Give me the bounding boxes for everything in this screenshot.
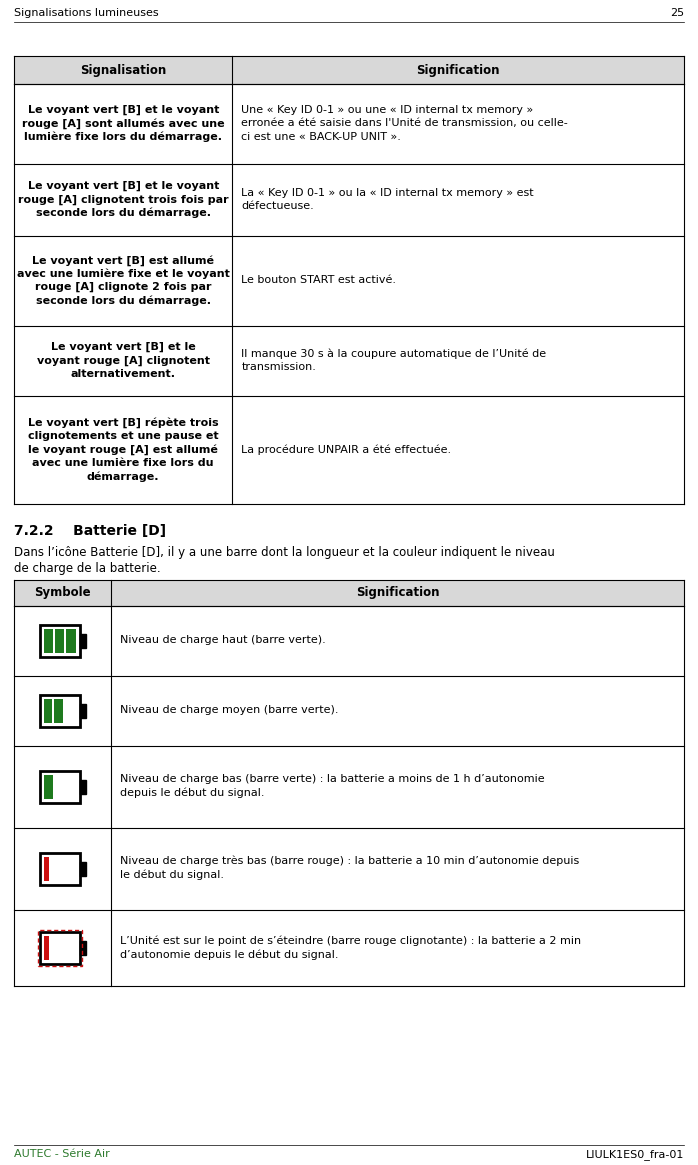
Text: défectueuse.: défectueuse.: [242, 202, 314, 211]
Bar: [80, 781, 86, 795]
Bar: [43, 775, 52, 799]
Text: Niveau de charge haut (barre verte).: Niveau de charge haut (barre verte).: [120, 635, 326, 645]
Text: démarrage.: démarrage.: [87, 472, 159, 482]
Text: seconde lors du démarrage.: seconde lors du démarrage.: [36, 296, 211, 306]
Bar: [40, 696, 80, 727]
Text: Niveau de charge bas (barre verte) : la batterie a moins de 1 h d’autonomie: Niveau de charge bas (barre verte) : la …: [120, 774, 544, 784]
Text: rouge [A] clignote 2 fois par: rouge [A] clignote 2 fois par: [35, 282, 211, 292]
Text: Le voyant vert [B] répète trois: Le voyant vert [B] répète trois: [28, 417, 218, 428]
Bar: [80, 941, 86, 955]
Bar: [40, 932, 80, 963]
Bar: [80, 704, 86, 718]
Text: Le voyant vert [B] et le voyant: Le voyant vert [B] et le voyant: [27, 181, 219, 191]
Bar: [55, 629, 64, 654]
Text: transmission.: transmission.: [242, 362, 316, 372]
Text: Le voyant vert [B] et le voyant: Le voyant vert [B] et le voyant: [27, 105, 219, 115]
Text: Dans l’icône Batterie [D], il y a une barre dont la longueur et la couleur indiq: Dans l’icône Batterie [D], il y a une ba…: [14, 546, 555, 559]
Bar: [40, 853, 80, 885]
Bar: [43, 857, 50, 881]
Text: Signalisations lumineuses: Signalisations lumineuses: [14, 8, 158, 17]
Text: La procédure UNPAIR a été effectuée.: La procédure UNPAIR a été effectuée.: [242, 444, 452, 454]
Text: L’Unité est sur le point de s’éteindre (barre rouge clignotante) : la batterie a: L’Unité est sur le point de s’éteindre (…: [120, 935, 581, 946]
Text: avec une lumière fixe lors du: avec une lumière fixe lors du: [33, 458, 214, 468]
Text: clignotements et une pause et: clignotements et une pause et: [28, 431, 218, 440]
Text: Il manque 30 s à la coupure automatique de l’Unité de: Il manque 30 s à la coupure automatique …: [242, 348, 547, 359]
Text: Niveau de charge très bas (barre rouge) : la batterie a 10 min d’autonomie depui: Niveau de charge très bas (barre rouge) …: [120, 856, 579, 867]
Bar: [40, 771, 80, 803]
Text: Le voyant vert [B] est allumé: Le voyant vert [B] est allumé: [32, 255, 214, 266]
Text: Symbole: Symbole: [34, 586, 91, 599]
Text: le début du signal.: le début du signal.: [120, 870, 224, 881]
Text: le voyant rouge [A] est allumé: le voyant rouge [A] est allumé: [29, 444, 218, 456]
Text: avec une lumière fixe et le voyant: avec une lumière fixe et le voyant: [17, 268, 230, 278]
Text: d’autonomie depuis le début du signal.: d’autonomie depuis le début du signal.: [120, 949, 339, 960]
Text: Niveau de charge moyen (barre verte).: Niveau de charge moyen (barre verte).: [120, 705, 339, 715]
Bar: [80, 634, 86, 648]
Text: Une « Key ID 0-1 » ou une « ID internal tx memory »: Une « Key ID 0-1 » ou une « ID internal …: [242, 105, 534, 114]
Text: erronée a été saisie dans l'Unité de transmission, ou celle-: erronée a été saisie dans l'Unité de tra…: [242, 119, 568, 128]
Text: voyant rouge [A] clignotent: voyant rouge [A] clignotent: [37, 355, 209, 366]
Bar: [43, 629, 53, 654]
Text: 7.2.2    Batterie [D]: 7.2.2 Batterie [D]: [14, 524, 166, 538]
Text: rouge [A] sont allumés avec une: rouge [A] sont allumés avec une: [22, 119, 225, 129]
Text: 25: 25: [670, 8, 684, 17]
Bar: [38, 930, 82, 966]
Text: LIULK1ES0_fra-01: LIULK1ES0_fra-01: [586, 1149, 684, 1160]
Text: ci est une « BACK-UP UNIT ».: ci est une « BACK-UP UNIT ».: [242, 132, 401, 142]
Text: rouge [A] clignotent trois fois par: rouge [A] clignotent trois fois par: [18, 195, 228, 205]
Text: Signalisation: Signalisation: [80, 64, 166, 77]
Text: Signification: Signification: [356, 586, 439, 599]
Text: AUTEC - Série Air: AUTEC - Série Air: [14, 1149, 110, 1159]
Bar: [54, 699, 64, 723]
Bar: [40, 624, 80, 657]
Text: Le voyant vert [B] et le: Le voyant vert [B] et le: [51, 341, 195, 352]
Text: de charge de la batterie.: de charge de la batterie.: [14, 562, 161, 576]
Bar: [80, 862, 86, 876]
Text: La « Key ID 0-1 » ou la « ID internal tx memory » est: La « Key ID 0-1 » ou la « ID internal tx…: [242, 188, 534, 198]
Bar: [43, 935, 50, 960]
Bar: [14, 56, 684, 84]
Bar: [43, 699, 52, 723]
Text: seconde lors du démarrage.: seconde lors du démarrage.: [36, 207, 211, 218]
Bar: [66, 629, 75, 654]
Text: alternativement.: alternativement.: [70, 369, 176, 379]
Bar: [14, 580, 684, 606]
Text: Signification: Signification: [417, 64, 500, 77]
Text: lumière fixe lors du démarrage.: lumière fixe lors du démarrage.: [24, 132, 222, 142]
Text: depuis le début du signal.: depuis le début du signal.: [120, 788, 265, 798]
Text: Le bouton START est activé.: Le bouton START est activé.: [242, 275, 396, 285]
